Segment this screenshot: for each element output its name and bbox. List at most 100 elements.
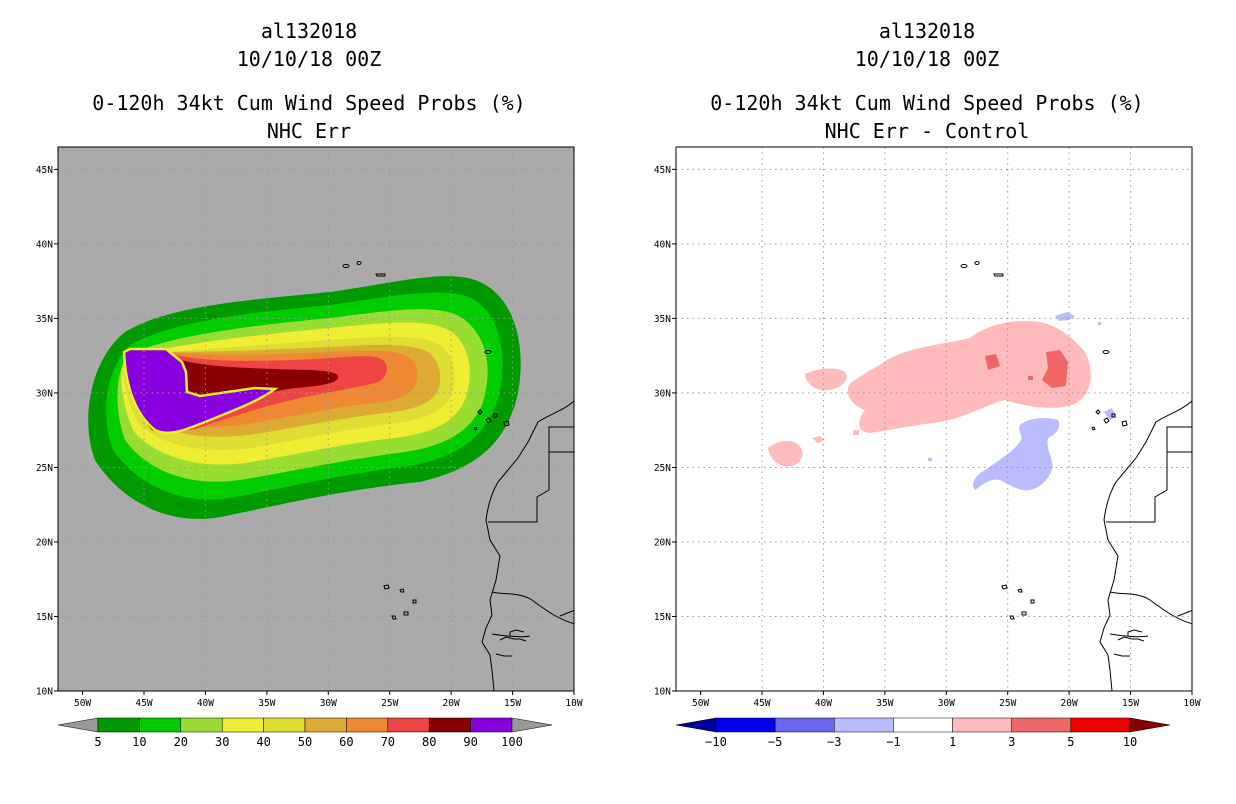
x-tick-label: 45W (753, 698, 770, 709)
colorbar-high-extension (1129, 717, 1171, 733)
gambia-guinea-coast (1113, 629, 1145, 657)
x-tick-label: 20W (1061, 698, 1078, 709)
diff-plus3-east (1042, 350, 1068, 388)
y-tick-label: 15N (36, 612, 53, 623)
colorbar-label: 50 (298, 735, 312, 749)
x-tick-label: 50W (74, 698, 91, 709)
colorbar-swatch (180, 717, 223, 733)
colorbar-swatch (834, 717, 894, 733)
colorbar-swatch (774, 717, 835, 733)
colorbar-label: 20 (174, 735, 188, 749)
colorbar-swatch (346, 717, 389, 733)
colorbar-swatch (221, 717, 264, 733)
y-tick-label: 20N (36, 537, 53, 548)
azores-island-1 (960, 264, 968, 268)
map-axes: 50W 45W 40W 35W 30W 25W 20W 15W 10W 10N 15N 20N 25N 3… (654, 165, 1201, 709)
colorbar-swatch (470, 717, 513, 733)
colorbar-label: 5 (1067, 735, 1074, 749)
y-tick-label: 30N (654, 388, 671, 399)
colorbar-label: 10 (132, 735, 146, 749)
colorbar-swatch (893, 717, 953, 733)
colorbar: −10 −5 −3 −1 1 3 5 10 (675, 717, 1171, 749)
colorbar-label: 30 (215, 735, 229, 749)
difference-map-panel: al132018 10/10/18 00Z 0-120h 34kt Cum Wi… (654, 19, 1201, 749)
colorbar-high-extension (511, 717, 553, 733)
probability-map-panel: al132018 10/10/18 00Z 0-120h 34kt Cum Wi… (36, 19, 583, 749)
title-line-2: 10/10/18 00Z (237, 47, 382, 71)
senegal-border (1109, 591, 1192, 638)
africa-coastline (1099, 400, 1192, 691)
y-tick-label: 10N (36, 687, 53, 698)
mauritania-border (1106, 426, 1192, 523)
title-line-1: al132018 (261, 19, 357, 43)
cape-verde-islands (1001, 584, 1035, 620)
x-tick-label: 40W (815, 698, 832, 709)
diff-positive-west (805, 368, 847, 391)
map-frame (57, 146, 575, 692)
colorbar-label: −10 (705, 735, 727, 749)
x-tick-label: 30W (320, 698, 337, 709)
y-tick-label: 35N (36, 314, 53, 325)
y-tick-label: 35N (654, 314, 671, 325)
diff-negative-north (1055, 312, 1075, 321)
canary-islands (1091, 409, 1128, 431)
map-axes: 50W 45W 40W 35W 30W 25W 20W 15W 10W 10N 15N 20N 25N 3… (36, 165, 583, 709)
x-tick-label: 15W (1122, 698, 1139, 709)
coastlines (342, 261, 574, 691)
y-tick-label: 25N (654, 463, 671, 474)
x-tick-label: 30W (938, 698, 955, 709)
diff-negative-main (973, 417, 1060, 491)
colorbar-swatch (263, 717, 306, 733)
colorbar-label: 70 (381, 735, 395, 749)
x-tick-label: 35W (876, 698, 893, 709)
y-tick-label: 45N (654, 165, 671, 176)
lat-lon-grid (58, 147, 574, 691)
azores-island-3 (993, 273, 1004, 277)
colorbar-label: 80 (422, 735, 436, 749)
colorbar-low-extension (57, 717, 99, 733)
colorbar-label: 10 (1123, 735, 1137, 749)
subtitle-line-1: 0-120h 34kt Cum Wind Speed Probs (%) (710, 91, 1143, 115)
x-tick-label: 15W (504, 698, 521, 709)
gambia-guinea-coast (495, 629, 527, 657)
azores-island-2 (356, 261, 362, 265)
colorbar-swatch (1070, 717, 1131, 733)
x-tick-label: 25W (999, 698, 1016, 709)
colorbar-label: 90 (463, 735, 477, 749)
colorbar-label: 100 (501, 735, 523, 749)
y-tick-label: 40N (36, 239, 53, 250)
y-tick-label: 45N (36, 165, 53, 176)
colorbar-swatch (952, 717, 1012, 733)
contour-90 (122, 347, 279, 435)
diff-positive-sw (768, 440, 803, 467)
diff-plus3-west (985, 354, 1000, 370)
colorbar-label: 1 (949, 735, 956, 749)
senegal-border (491, 591, 574, 638)
subtitle-line-2: NHC Err (267, 119, 351, 143)
colorbar-swatch (1011, 717, 1072, 733)
colorbar-swatch (139, 717, 182, 733)
y-tick-label: 30N (36, 388, 53, 399)
cape-verde-islands (383, 584, 417, 620)
subtitle-line-1: 0-120h 34kt Cum Wind Speed Probs (%) (92, 91, 525, 115)
madeira-island (1102, 350, 1110, 354)
colorbar-swatch (97, 717, 140, 733)
x-tick-label: 45W (135, 698, 152, 709)
colorbar-label: 3 (1008, 735, 1015, 749)
colorbar-label: 40 (256, 735, 270, 749)
azores-island-2 (974, 261, 980, 265)
canary-islands (473, 409, 510, 431)
probability-contours (88, 276, 521, 519)
diff-plus3-small (1028, 376, 1033, 380)
colorbar-swatch (387, 717, 430, 733)
map-frame (675, 146, 1193, 692)
africa-coastline (481, 400, 574, 691)
x-tick-label: 50W (692, 698, 709, 709)
y-tick-label: 40N (654, 239, 671, 250)
y-tick-label: 20N (654, 537, 671, 548)
x-tick-label: 40W (197, 698, 214, 709)
azores-island-1 (342, 264, 350, 268)
x-tick-label: 10W (1183, 698, 1200, 709)
colorbar: 5 10 20 30 40 50 60 70 80 90 100 (57, 717, 553, 749)
